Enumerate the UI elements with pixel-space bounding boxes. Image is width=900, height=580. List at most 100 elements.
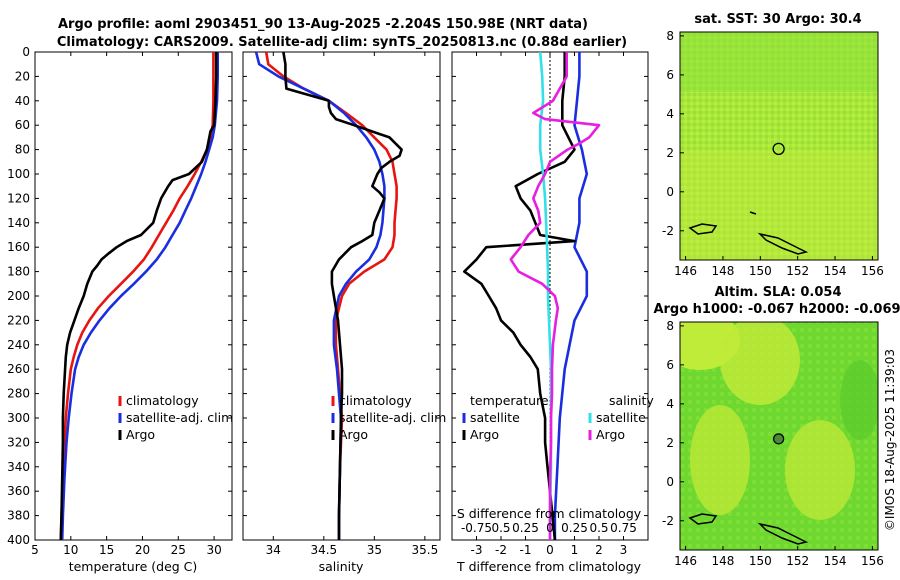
map-x-tick-label: 148 [712, 554, 735, 568]
legend-label: Argo [470, 427, 499, 442]
series-line-t-argo [462, 52, 576, 540]
x-tick-label: 35 [367, 543, 382, 557]
legend-label: climatology [339, 393, 412, 408]
imos-watermark: ©IMOS 18-Aug-2025 11:39:03 [883, 349, 897, 531]
salinity-panel: 34 34.5 35 35.5 salinity climatology satelli… [242, 51, 446, 574]
depth-tick-label: 220 [7, 313, 30, 327]
x-tick-label: 10 [63, 543, 78, 557]
depth-tick-label: 120 [7, 191, 30, 205]
legend-label: satellite [470, 410, 520, 425]
s-tick-label: 0 [546, 521, 554, 535]
depth-tick-label: 300 [7, 411, 30, 425]
salinity-xlabel: salinity [319, 559, 364, 574]
depth-tick-label: 20 [15, 69, 30, 83]
legend-label: Argo [596, 427, 625, 442]
x-tick-label: 2 [595, 543, 603, 557]
figure-title-line2: Climatology: CARS2009. Satellite-adj cli… [57, 35, 627, 50]
depth-tick-label: 60 [15, 118, 30, 132]
s-tick-label: 0.25 [512, 521, 539, 535]
x-tick-label: -3 [471, 543, 483, 557]
map-x-tick-label: 154 [824, 554, 847, 568]
map-y-tick-label: -2 [662, 514, 674, 528]
legend-label: Argo [126, 427, 155, 442]
s-difference-label: S difference from climatology [457, 506, 642, 521]
series-line-argo [282, 52, 403, 540]
sla-map-frame [679, 321, 879, 551]
difference-panel: -3 -2 -1 0 1 2 3 T difference from climatology… [451, 51, 654, 574]
map-y-tick-label: 8 [666, 29, 674, 43]
x-tick-label: 5 [31, 543, 39, 557]
sst-map: sat. SST: 30 Argo: 30.4 146 148 150 152 154 1… [662, 12, 884, 278]
map-y-tick-label: 4 [666, 397, 674, 411]
sla-map-title-line2: Argo h1000: -0.067 h2000: -0.069 [653, 302, 900, 317]
map-x-tick-label: 152 [786, 264, 809, 278]
map-x-tick-label: 146 [674, 554, 697, 568]
map-y-tick-label: 2 [666, 436, 674, 450]
depth-tick-label: 260 [7, 362, 30, 376]
x-tick-label: 25 [171, 543, 186, 557]
series-line-s-argo [509, 52, 601, 540]
depth-tick-label: 320 [7, 435, 30, 449]
depth-tick-label: 280 [7, 387, 30, 401]
map-x-tick-label: 156 [861, 554, 884, 568]
legend-label: Argo [339, 427, 368, 442]
sla-map: Altim. SLA: 0.054 Argo h1000: -0.067 h20… [653, 285, 900, 568]
depth-tick-label: 80 [15, 143, 30, 157]
s-tick-label: 0.5 [491, 521, 510, 535]
x-tick-label: 20 [135, 543, 150, 557]
depth-tick-label: 160 [7, 240, 30, 254]
sla-high-3 [690, 405, 750, 515]
sla-coastline-2 [757, 522, 809, 545]
map-x-tick-label: 150 [749, 554, 772, 568]
x-tick-label: 34 [266, 543, 281, 557]
x-tick-label: 3 [620, 543, 628, 557]
sst-coastline-1 [688, 223, 718, 235]
legend-label: satellite [596, 410, 646, 425]
s-tick-label: -0.75 [461, 521, 492, 535]
sst-argo-marker [772, 142, 785, 155]
x-tick-label: 34.5 [310, 543, 337, 557]
map-x-tick-label: 148 [712, 264, 735, 278]
x-tick-label: 15 [99, 543, 114, 557]
legend-title: salinity [609, 393, 654, 408]
x-tick-label: 30 [206, 543, 221, 557]
sst-coastline-3 [749, 211, 757, 215]
x-tick-label: 0 [546, 543, 554, 557]
legend-label: satellite-adj. clim [126, 410, 233, 425]
x-tick-label: -2 [495, 543, 507, 557]
temperature-axes-box [34, 51, 233, 541]
sst-map-frame [679, 31, 879, 261]
map-y-tick-label: 4 [666, 107, 674, 121]
sla-low-1 [840, 360, 878, 440]
map-y-tick-label: -2 [662, 224, 674, 238]
s-tick-label: 0.5 [589, 521, 608, 535]
sla-argo-marker [773, 433, 785, 445]
sla-coastline-1 [688, 513, 718, 525]
legend-title: temperature [470, 393, 549, 408]
sla-high-4 [785, 420, 855, 520]
difference-xlabel: T difference from climatology [456, 559, 642, 574]
series-line-satellite-adj-clim [254, 52, 386, 540]
depth-tick-label: 40 [15, 94, 30, 108]
map-y-tick-label: 0 [666, 185, 674, 199]
depth-tick-label: 340 [7, 460, 30, 474]
depth-tick-label: 140 [7, 216, 30, 230]
figure-title-line1: Argo profile: aoml 2903451_90 13-Aug-202… [58, 17, 588, 32]
series-line-t-satellite [553, 52, 589, 540]
temperature-xlabel: temperature (deg C) [69, 559, 198, 574]
map-x-tick-label: 146 [674, 264, 697, 278]
map-x-tick-label: 152 [786, 554, 809, 568]
sla-map-title-line1: Altim. SLA: 0.054 [715, 285, 842, 300]
series-line-satellite-adj-clim [60, 52, 219, 540]
map-x-tick-label: 150 [749, 264, 772, 278]
depth-tick-label: 240 [7, 338, 30, 352]
depth-tick-label: 400 [7, 533, 30, 547]
s-tick-label: 0.25 [561, 521, 588, 535]
legend-label: satellite-adj. clim [339, 410, 446, 425]
depth-tick-label: 180 [7, 265, 30, 279]
sst-map-cool-band [680, 32, 878, 92]
x-tick-label: 35.5 [411, 543, 438, 557]
depth-tick-label: 380 [7, 509, 30, 523]
map-y-tick-label: 2 [666, 146, 674, 160]
depth-tick-label: 0 [22, 45, 30, 59]
